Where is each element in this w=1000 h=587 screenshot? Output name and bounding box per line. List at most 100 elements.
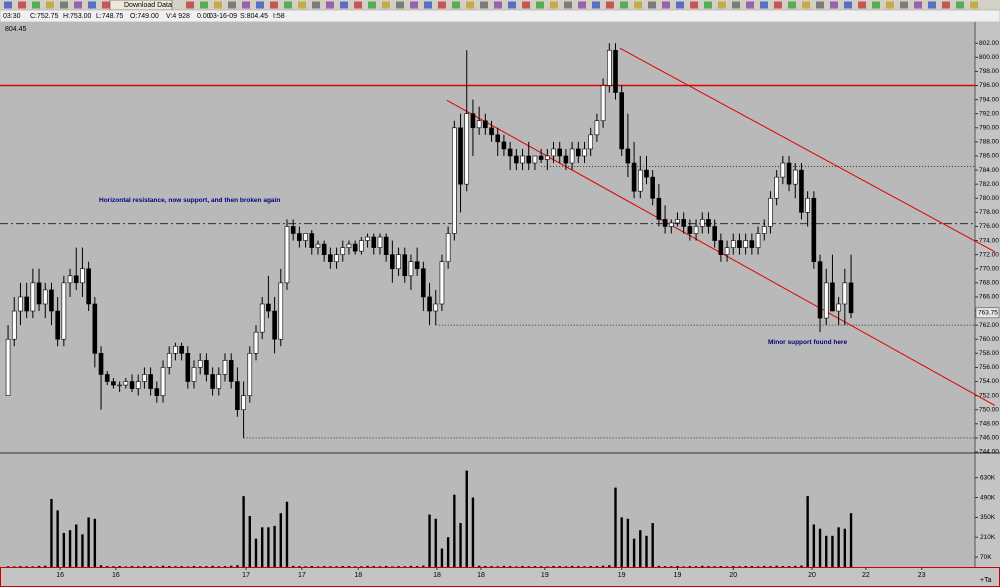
volume-bar (347, 566, 351, 567)
volume-bar (199, 566, 202, 567)
candle-body (259, 303, 265, 333)
toolbar-icon (368, 1, 376, 9)
status-item: V:4 928 (166, 13, 190, 20)
volume-bar (539, 566, 543, 567)
volume-bar (515, 566, 518, 567)
volume-bar (6, 566, 10, 567)
volume-bar (750, 566, 754, 567)
x-tick-label: 18 (433, 572, 441, 579)
toolbar-icon (46, 1, 54, 9)
volume-bar (217, 566, 221, 567)
toolbar-icon (942, 1, 950, 9)
toolbar-icon (326, 1, 334, 9)
y-tick-label: 748.00 (979, 421, 999, 428)
volume-bar (422, 565, 425, 567)
volume-bar (304, 566, 307, 567)
volume-bar (285, 501, 289, 567)
candle-body (588, 134, 594, 150)
volume-bar (106, 566, 109, 567)
volume-bar (818, 528, 822, 567)
candle-body (315, 243, 321, 248)
y-tick-label: 782.00 (979, 181, 999, 188)
volume-bar (614, 487, 617, 567)
candle-body (80, 268, 85, 284)
toolbar-icon (256, 1, 264, 9)
x-tick-label: 19 (674, 572, 682, 579)
volume-bar (37, 565, 41, 567)
toolbar-icon (312, 1, 320, 9)
y-tick-label: 762.00 (979, 322, 999, 329)
toolbar-icon (872, 1, 880, 9)
toolbar-icon (802, 1, 810, 9)
status-item: L:748.75 (96, 13, 123, 20)
y-tick-label: 802.00 (979, 40, 999, 47)
volume-bar (800, 565, 803, 567)
candle-body (458, 127, 463, 185)
volume-bar (291, 565, 295, 567)
volume-bar (124, 566, 128, 567)
status-item: S:804.45 (240, 13, 268, 20)
volume-bar (31, 566, 35, 567)
volume-bar (849, 513, 853, 567)
candle-body (433, 303, 439, 312)
download-button-label[interactable]: Download Data (124, 2, 172, 9)
volume-bar (273, 525, 276, 567)
toolbar-icon (270, 1, 278, 9)
toolbar-icon (928, 1, 936, 9)
candle-body (278, 282, 284, 340)
volume-bar (570, 565, 574, 567)
toolbar-icon (186, 1, 194, 9)
candle-body (55, 310, 60, 340)
y-tick-label: 752.00 (979, 392, 999, 399)
candle-body (284, 226, 290, 284)
toolbar-icon (536, 1, 544, 9)
toolbar-icon (690, 1, 698, 9)
toolbar-icon (494, 1, 502, 9)
candle-body (11, 310, 17, 340)
candle-body (414, 261, 420, 270)
toolbar-icon (382, 1, 390, 9)
volume-tick-label: 350K (980, 514, 996, 521)
volume-bar (360, 566, 363, 567)
volume-bar (744, 566, 747, 567)
candle-body (24, 296, 29, 312)
candle-body (644, 169, 649, 178)
volume-bar (93, 518, 97, 567)
toolbar-icon (550, 1, 558, 9)
candle-body (352, 243, 358, 252)
candle-body (402, 254, 408, 277)
candle-body (538, 155, 544, 160)
candle-body (699, 219, 705, 227)
candle-body (811, 197, 817, 263)
y-tick-label: 772.00 (979, 251, 999, 258)
volume-bar (781, 566, 785, 567)
candle-body (111, 381, 116, 386)
toolbar-icon (564, 1, 572, 9)
candle-body (507, 148, 513, 157)
candle-body (253, 331, 259, 354)
volume-bar (763, 565, 766, 567)
candle-body (439, 261, 445, 305)
volume-bar (112, 566, 115, 567)
toolbar-icon (32, 1, 40, 9)
candle-body (247, 353, 253, 396)
x-tick-label: 17 (298, 572, 306, 579)
candle-body (334, 254, 339, 263)
candle-body (328, 254, 333, 263)
candle-body (749, 240, 755, 248)
candle-body (712, 226, 717, 241)
candle-body (235, 381, 240, 411)
candle-body (86, 268, 91, 305)
volume-bar (75, 524, 78, 567)
candle-body (272, 310, 277, 340)
candle-body (675, 219, 680, 224)
volume-bar (533, 566, 537, 567)
candle-body (532, 155, 538, 164)
volume-bar (471, 497, 475, 567)
toolbar-icon (480, 1, 488, 9)
volume-bar (527, 566, 530, 567)
trend-line (619, 47, 996, 253)
toolbar-icon (592, 1, 600, 9)
x-tick-label: 18 (477, 572, 485, 579)
